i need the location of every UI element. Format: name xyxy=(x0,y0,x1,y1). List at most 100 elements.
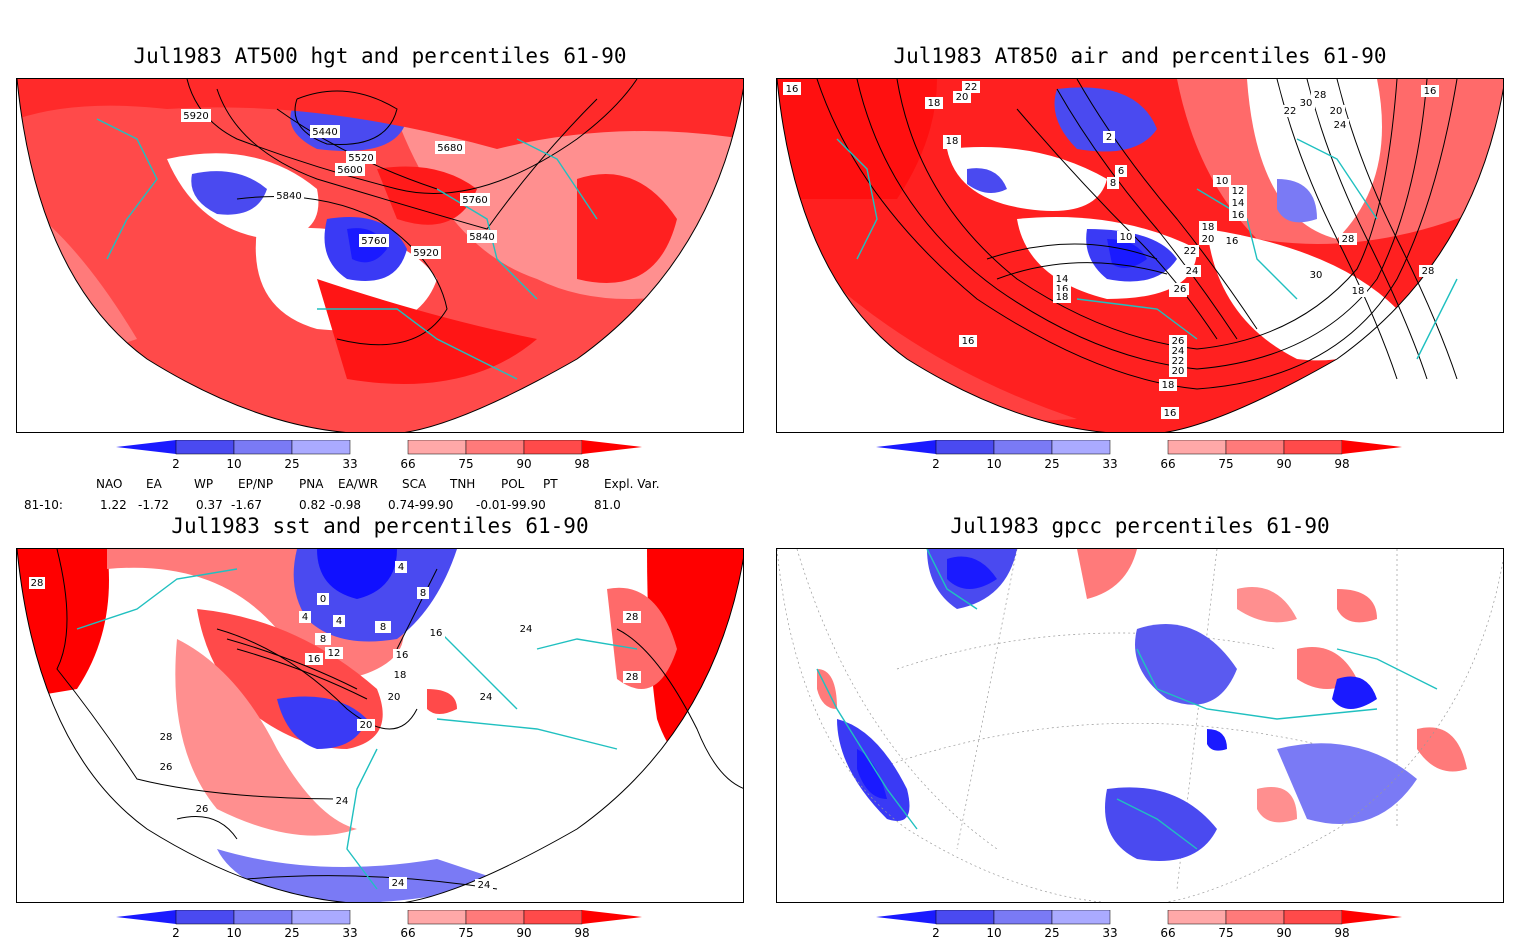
index-value: 81.0 xyxy=(594,498,621,512)
index-header-pol: POL xyxy=(501,477,525,491)
contour-label: 16 xyxy=(393,649,411,661)
contour-label: 22 xyxy=(1169,355,1187,367)
svg-text:20: 20 xyxy=(388,692,401,703)
colorbar-tick: 98 xyxy=(574,457,589,471)
svg-text:4: 4 xyxy=(302,612,308,623)
svg-text:24: 24 xyxy=(1186,266,1199,277)
contour-label: 24 xyxy=(475,879,493,891)
colorbar-tick: 33 xyxy=(1102,457,1117,471)
contour-label: 5920 xyxy=(411,246,441,259)
colorbar-tick: 75 xyxy=(1218,926,1233,940)
colorbar-p4: 2 10 25 33 66 75 90 98 xyxy=(876,910,1402,940)
panel-title-p2: Jul1983 AT850 air and percentiles 61-90 xyxy=(893,44,1387,68)
svg-text:8: 8 xyxy=(420,588,426,599)
colorbar-p2: 2 10 25 33 66 75 90 98 xyxy=(876,440,1402,471)
contour-label: 16 xyxy=(1223,235,1241,247)
colorbar-tick: 10 xyxy=(226,926,241,940)
svg-text:5920: 5920 xyxy=(183,111,208,122)
contour-label: 16 xyxy=(959,335,977,347)
svg-text:28: 28 xyxy=(1422,266,1435,277)
index-value: -1.67 xyxy=(231,498,263,512)
contour-label: 20 xyxy=(1327,105,1345,117)
index-header-ea: EA xyxy=(146,477,162,491)
contour-label: 30 xyxy=(1297,97,1315,109)
contour-label: 16 xyxy=(305,653,323,665)
contour-label: 0 xyxy=(317,593,329,605)
map-panel-sst: 28 4 0 8 4 8 12 16 20 16 18 20 24 24 24 … xyxy=(16,548,744,903)
svg-text:28: 28 xyxy=(626,612,639,623)
svg-text:16: 16 xyxy=(962,336,975,347)
svg-text:5520: 5520 xyxy=(348,153,373,164)
index-header-pt: PT xyxy=(543,477,558,491)
contour-label: 14 xyxy=(1229,197,1247,209)
svg-text:28: 28 xyxy=(31,578,44,589)
contour-label: 28 xyxy=(623,671,641,683)
contour-label: 5840 xyxy=(274,189,304,202)
svg-text:24: 24 xyxy=(480,692,493,703)
colorbar-tick: 66 xyxy=(1160,457,1175,471)
colorbar-tick: 75 xyxy=(458,457,473,471)
contour-label: 5920 xyxy=(181,109,211,122)
colorbar-tick: 98 xyxy=(574,926,589,940)
svg-text:30: 30 xyxy=(1310,270,1323,281)
contour-label: 28 xyxy=(1339,233,1357,245)
contour-label: 20 xyxy=(1169,365,1187,377)
contour-label: 14 xyxy=(1053,273,1071,285)
svg-text:20: 20 xyxy=(1330,106,1343,117)
svg-text:16: 16 xyxy=(1226,236,1239,247)
contour-label: 16 xyxy=(427,627,445,639)
svg-text:5840: 5840 xyxy=(469,232,494,243)
svg-text:22: 22 xyxy=(1172,356,1185,367)
svg-text:8: 8 xyxy=(380,622,386,633)
contour-label: 24 xyxy=(477,691,495,703)
colorbar-tick: 90 xyxy=(516,457,531,471)
contour-label: 2 xyxy=(1103,131,1115,143)
contour-label: 20 xyxy=(1199,233,1217,245)
colorbar-tick: 98 xyxy=(1334,926,1349,940)
contour-label: 8 xyxy=(375,621,391,633)
svg-text:10: 10 xyxy=(1216,176,1229,187)
index-header-tnh: TNH xyxy=(450,477,476,491)
colorbar-tick: 33 xyxy=(342,926,357,940)
svg-text:24: 24 xyxy=(478,880,491,891)
colorbar-tick: 2 xyxy=(172,457,180,471)
svg-text:8: 8 xyxy=(1110,178,1116,189)
svg-text:28: 28 xyxy=(1342,234,1355,245)
svg-text:16: 16 xyxy=(786,84,799,95)
contour-label: 18 xyxy=(943,135,961,147)
svg-text:5760: 5760 xyxy=(462,195,487,206)
contour-label: 8 xyxy=(417,587,429,599)
contour-label: 26 xyxy=(1171,283,1189,295)
colorbar-tick: 33 xyxy=(342,457,357,471)
contour-label: 22 xyxy=(962,81,980,93)
colorbar-tick: 90 xyxy=(1276,926,1291,940)
colorbar-tick: 10 xyxy=(226,457,241,471)
colorbar-tick: 75 xyxy=(458,926,473,940)
index-header-explvar: Expl. Var. xyxy=(604,477,660,491)
svg-text:5600: 5600 xyxy=(337,165,362,176)
contour-label: 26 xyxy=(1169,335,1187,347)
contour-label: 18 xyxy=(391,669,409,681)
contour-label: 24 xyxy=(517,623,535,635)
svg-text:12: 12 xyxy=(328,648,341,659)
contour-label: 8 xyxy=(1107,177,1119,189)
contour-label: 4 xyxy=(299,611,311,623)
map-panel-air850: 16 22 20 18 18 2 8 6 10 12 14 16 18 20 2… xyxy=(776,78,1504,433)
contour-label: 18 xyxy=(1159,379,1177,391)
contour-label: 16 xyxy=(783,82,801,95)
colorbar-tick: 10 xyxy=(986,926,1001,940)
contour-label: 6 xyxy=(1115,165,1127,177)
index-value: 1.22 xyxy=(100,498,127,512)
colorbar-p3: 2 10 25 33 66 75 90 98 xyxy=(116,910,642,940)
svg-text:26: 26 xyxy=(1174,284,1187,295)
svg-text:5680: 5680 xyxy=(437,143,462,154)
map-air850-svg: 16 22 20 18 18 2 8 6 10 12 14 16 18 20 2… xyxy=(777,79,1503,432)
contour-label: 5520 xyxy=(346,151,376,164)
contour-label: 18 xyxy=(1349,285,1367,297)
index-header-sca: SCA xyxy=(402,477,427,491)
contour-label: 16 xyxy=(1161,407,1179,419)
contour-label: 5760 xyxy=(460,193,490,206)
contour-label: 5440 xyxy=(310,125,340,138)
svg-text:20: 20 xyxy=(956,92,969,103)
panel-title-p3: Jul1983 sst and percentiles 61-90 xyxy=(171,514,589,538)
